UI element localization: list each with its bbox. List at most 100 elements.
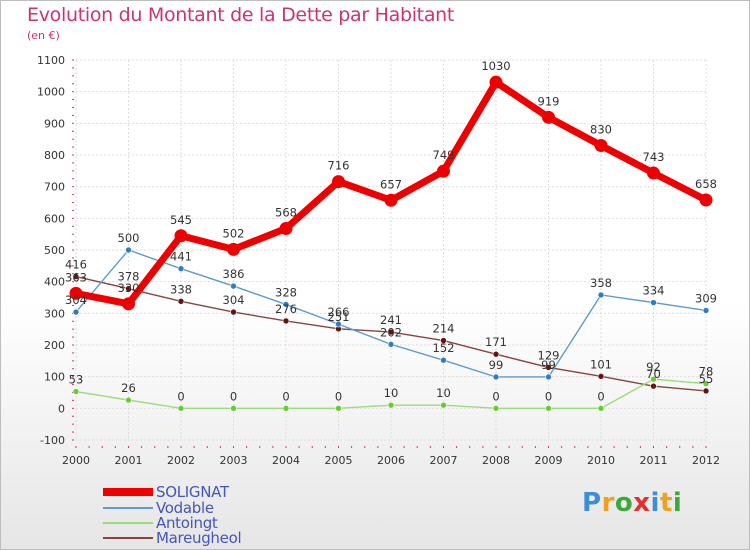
legend-label: Mareugheol xyxy=(156,529,242,547)
data-label-antoingt: 0 xyxy=(282,389,289,403)
data-label-solignat: 568 xyxy=(275,205,297,219)
data-point-solignat xyxy=(332,175,345,189)
x-tick-label: 2000 xyxy=(62,454,90,467)
data-label-antoingt: 53 xyxy=(69,373,84,387)
data-point-vodable xyxy=(387,341,395,348)
data-point-mareugheol xyxy=(125,285,132,292)
data-label-vodable: 99 xyxy=(489,358,504,372)
x-tick-label: 2011 xyxy=(640,454,668,467)
data-label-mareugheol: 276 xyxy=(275,302,297,316)
data-point-antoingt xyxy=(72,388,80,395)
data-label-solignat: 1030 xyxy=(481,59,510,73)
data-label-solignat: 330 xyxy=(118,281,140,295)
data-point-solignat xyxy=(542,110,555,124)
data-label-vodable: 328 xyxy=(275,285,297,299)
data-label-solignat: 749 xyxy=(433,148,455,162)
data-point-antoingt xyxy=(177,405,185,412)
y-tick-label: 0 xyxy=(58,402,65,415)
series xyxy=(69,75,713,412)
legend-item-antoingt: Antoingt xyxy=(103,514,218,532)
data-point-mareugheol xyxy=(387,328,395,336)
data-point-solignat xyxy=(279,221,293,235)
x-tick-label: 2005 xyxy=(325,454,353,467)
data-label-vodable: 202 xyxy=(380,325,402,339)
data-point-vodable xyxy=(545,373,552,381)
data-label-antoingt: 92 xyxy=(646,360,661,374)
data-label-antoingt: 0 xyxy=(492,389,499,403)
data-point-mareugheol xyxy=(650,382,657,390)
data-label-mareugheol: 304 xyxy=(223,293,245,307)
legend-swatch xyxy=(103,488,153,496)
data-point-vodable xyxy=(230,282,237,290)
data-labels: 363 330 545 502 568 716 657 749 1030 919 830 743 658… xyxy=(65,59,717,403)
data-label-solignat: 657 xyxy=(380,177,402,191)
data-point-solignat xyxy=(647,166,660,180)
data-label-solignat: 363 xyxy=(65,270,87,284)
x-tick-label: 2007 xyxy=(430,454,458,467)
data-label-antoingt: 78 xyxy=(699,365,714,379)
data-point-vodable xyxy=(335,320,342,328)
chart-subtitle: (en €) xyxy=(27,29,60,42)
x-tick-label: 2002 xyxy=(167,454,195,467)
proxiti-logo: Proxiti xyxy=(582,488,682,518)
data-point-vodable xyxy=(125,246,132,254)
x-tick-label: 2012 xyxy=(692,454,720,467)
data-point-solignat xyxy=(384,193,398,207)
data-point-antoingt xyxy=(702,380,710,387)
y-tick-label: 500 xyxy=(44,244,65,257)
data-point-antoingt xyxy=(125,396,132,404)
data-point-vodable xyxy=(650,299,657,306)
y-tick-label: -100 xyxy=(40,434,65,447)
data-label-vodable: 99 xyxy=(541,358,556,372)
axes: -100010020030040050060070080090010001100… xyxy=(37,54,720,467)
legend-label: SOLIGNAT xyxy=(156,483,229,501)
data-point-mareugheol xyxy=(492,350,500,358)
data-point-mareugheol xyxy=(177,297,185,305)
data-label-mareugheol: 70 xyxy=(646,367,661,381)
data-point-antoingt xyxy=(440,401,447,409)
data-point-mareugheol xyxy=(440,337,447,344)
logo-letter: x xyxy=(633,488,651,518)
legend-swatch xyxy=(103,522,153,524)
y-tick-label: 1100 xyxy=(37,54,65,67)
x-tick-label: 2003 xyxy=(220,454,248,467)
data-label-solignat: 830 xyxy=(590,123,612,137)
data-label-solignat: 919 xyxy=(538,94,560,108)
data-point-vodable xyxy=(440,356,447,364)
x-tick-label: 2009 xyxy=(535,454,563,467)
data-point-antoingt xyxy=(230,405,237,412)
y-tick-label: 700 xyxy=(44,181,65,194)
x-tick-label: 2006 xyxy=(377,454,405,467)
data-label-antoingt: 0 xyxy=(597,389,604,403)
y-tick-label: 300 xyxy=(44,307,65,320)
legend-item-vodable: Vodable xyxy=(103,499,214,517)
y-tick-label: 100 xyxy=(44,371,65,384)
data-label-mareugheol: 101 xyxy=(590,357,612,371)
data-point-solignat xyxy=(122,297,135,311)
data-label-solignat: 716 xyxy=(328,159,350,173)
legend-item-mareugheol: Mareugheol xyxy=(103,529,242,547)
data-label-solignat: 743 xyxy=(643,150,665,164)
legend-swatch xyxy=(103,507,153,509)
legend-item-solignat: SOLIGNAT xyxy=(103,483,229,501)
data-label-vodable: 334 xyxy=(643,284,665,298)
data-point-antoingt xyxy=(282,405,290,412)
data-label-solignat: 658 xyxy=(695,177,717,191)
data-label-solignat: 502 xyxy=(223,226,245,240)
data-point-mareugheol xyxy=(230,308,237,316)
data-point-solignat xyxy=(437,164,450,178)
data-label-antoingt: 10 xyxy=(384,386,399,400)
data-point-antoingt xyxy=(492,405,500,412)
data-point-mareugheol xyxy=(72,273,80,280)
data-point-mareugheol xyxy=(597,373,605,380)
y-tick-label: 400 xyxy=(44,276,65,289)
y-tick-label: 600 xyxy=(44,212,65,225)
data-label-mareugheol: 378 xyxy=(118,270,140,284)
data-label-antoingt: 0 xyxy=(177,389,184,403)
logo-letter: o xyxy=(614,488,634,518)
x-tick-label: 2008 xyxy=(482,454,510,467)
legend-swatch xyxy=(103,537,153,539)
y-tick-label: 800 xyxy=(44,149,65,162)
legend-label: Antoingt xyxy=(156,514,218,532)
data-label-mareugheol: 171 xyxy=(485,335,507,349)
